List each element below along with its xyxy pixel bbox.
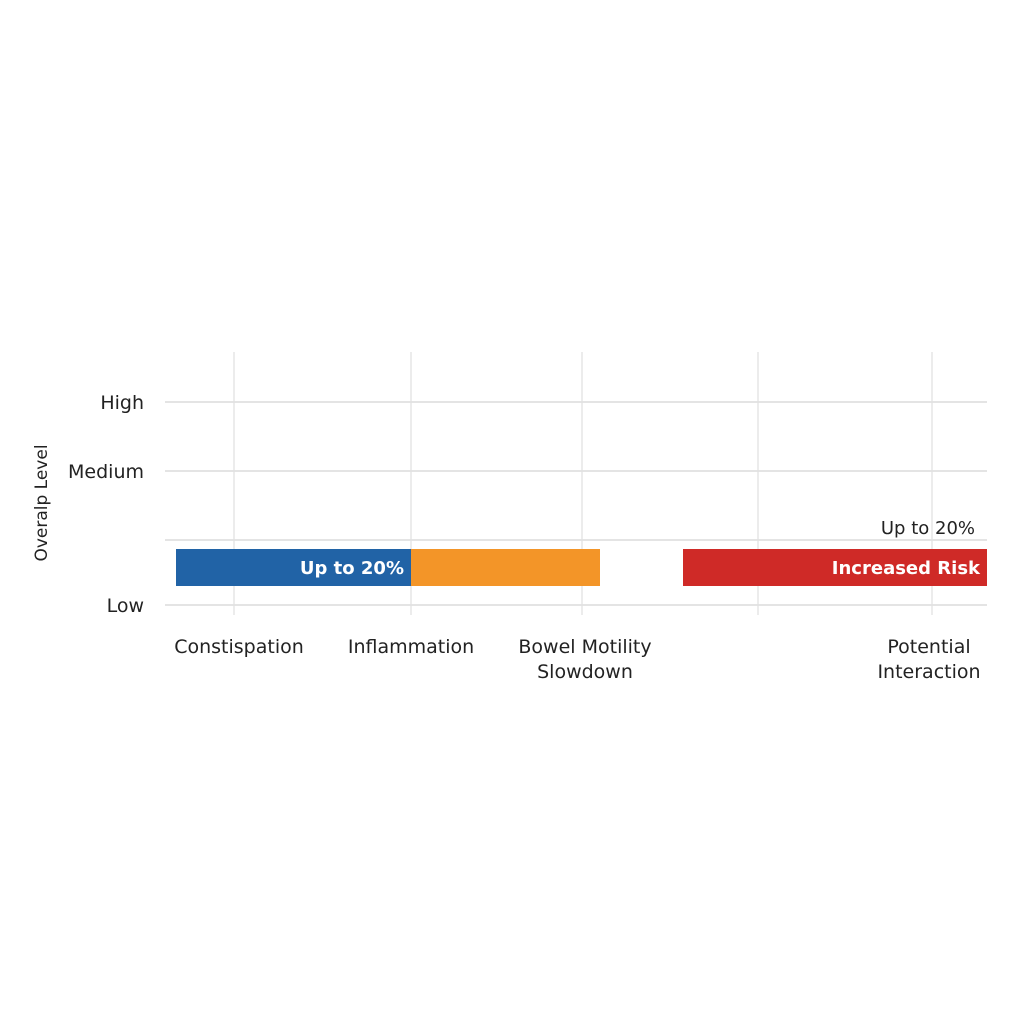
y-tick-label: High [100, 392, 144, 414]
x-tick-label: Bowel Motility [518, 636, 651, 658]
bar-segment-label: Up to 20% [300, 558, 404, 579]
bar-segment-label: Increased Risk [832, 558, 981, 579]
bar-segment [176, 549, 411, 586]
annotation-label: Up to 20% [881, 518, 975, 539]
y-tick-label: Medium [68, 461, 144, 483]
x-tick-label: Potential [887, 636, 970, 658]
y-axis-label: Overalp Level [32, 444, 52, 561]
x-tick-label: Interaction [877, 661, 980, 683]
bars: Up to 20% Increased Risk [176, 549, 987, 586]
y-tick-labels: High Medium Low [68, 392, 144, 617]
x-tick-label: Slowdown [537, 661, 633, 683]
x-tick-label: Inflammation [348, 636, 474, 658]
x-tick-labels: Constispation Inflammation Bowel Motility S… [174, 636, 980, 683]
x-tick-label: Constispation [174, 636, 304, 658]
bar-segment [683, 549, 987, 586]
bar-segment [411, 549, 600, 586]
gridlines [165, 352, 987, 615]
y-tick-label: Low [107, 595, 144, 617]
